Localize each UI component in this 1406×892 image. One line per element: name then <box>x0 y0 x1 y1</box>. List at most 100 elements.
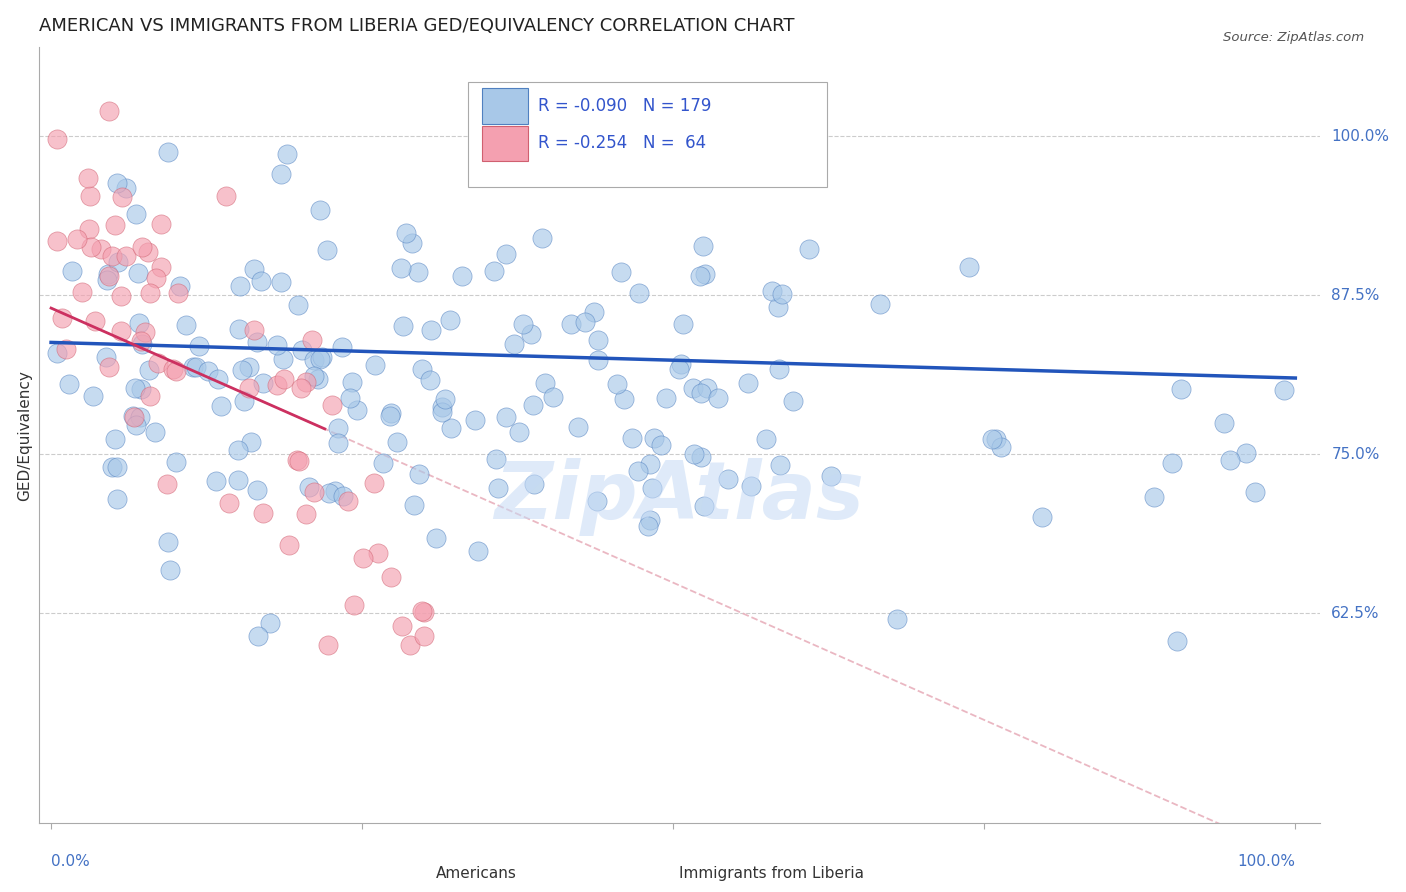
Point <box>512 317 534 331</box>
Text: Immigrants from Liberia: Immigrants from Liberia <box>679 866 865 881</box>
Point <box>115 180 138 194</box>
Point <box>984 432 1007 446</box>
Point <box>869 297 891 311</box>
Point <box>363 476 385 491</box>
Point <box>1170 382 1192 396</box>
Point <box>278 538 301 552</box>
Point <box>259 616 281 631</box>
Point <box>98 103 121 118</box>
Point <box>79 188 101 202</box>
Point <box>682 447 704 461</box>
Point <box>413 629 436 643</box>
Point <box>70 285 93 299</box>
Point <box>111 190 134 204</box>
Point <box>766 300 789 314</box>
Point <box>80 240 103 254</box>
Point <box>218 496 240 510</box>
Point <box>328 435 350 450</box>
Point <box>250 274 273 288</box>
Point <box>467 544 489 558</box>
Point <box>156 145 179 159</box>
Point <box>46 132 69 146</box>
Point <box>586 493 609 508</box>
Point <box>638 457 661 471</box>
Point <box>1272 383 1295 397</box>
Point <box>149 260 172 274</box>
Point <box>434 392 457 406</box>
Point <box>346 402 368 417</box>
Point <box>782 394 804 409</box>
Point <box>110 289 132 303</box>
Point <box>270 275 292 289</box>
Point <box>150 217 173 231</box>
FancyBboxPatch shape <box>482 126 529 161</box>
Point <box>420 323 443 337</box>
Point <box>90 242 112 256</box>
Point <box>326 421 349 435</box>
Point <box>58 377 80 392</box>
Point <box>302 368 325 383</box>
Point <box>238 381 260 395</box>
Point <box>60 264 83 278</box>
Point <box>323 484 346 499</box>
Point <box>66 232 89 246</box>
Point <box>737 376 759 390</box>
Point <box>352 551 374 566</box>
Text: ZipAtlas: ZipAtlas <box>495 458 865 536</box>
Point <box>242 262 264 277</box>
Point <box>131 337 153 351</box>
Point <box>692 239 714 253</box>
Point <box>658 144 681 158</box>
Point <box>209 399 232 413</box>
Point <box>309 202 332 217</box>
Point <box>343 598 366 612</box>
Point <box>159 563 181 577</box>
Point <box>174 318 197 332</box>
Point <box>122 409 145 424</box>
Point <box>408 467 430 481</box>
Point <box>302 353 325 368</box>
Point <box>243 323 266 337</box>
Point <box>650 438 672 452</box>
Text: 62.5%: 62.5% <box>1331 606 1379 621</box>
Point <box>290 381 312 395</box>
Point <box>233 393 256 408</box>
Point <box>613 392 636 407</box>
Point <box>332 489 354 503</box>
Point <box>231 363 253 377</box>
Point <box>413 606 436 620</box>
Point <box>76 170 98 185</box>
Point <box>886 612 908 626</box>
Point <box>486 481 509 495</box>
Point <box>541 390 564 404</box>
Point <box>380 406 402 420</box>
Point <box>567 419 589 434</box>
Y-axis label: GED/Equivalency: GED/Equivalency <box>17 370 32 500</box>
Point <box>957 260 980 275</box>
Point <box>606 377 628 392</box>
Point <box>51 310 73 325</box>
Point <box>311 351 333 365</box>
Point <box>717 472 740 486</box>
Point <box>401 235 423 250</box>
FancyBboxPatch shape <box>482 88 529 124</box>
Point <box>125 206 148 220</box>
Point <box>288 454 311 468</box>
Point <box>129 382 152 396</box>
FancyBboxPatch shape <box>468 82 827 187</box>
Text: AMERICAN VS IMMIGRANTS FROM LIBERIA GED/EQUIVALENCY CORRELATION CHART: AMERICAN VS IMMIGRANTS FROM LIBERIA GED/… <box>38 17 794 35</box>
Point <box>238 359 260 374</box>
Point <box>46 346 69 360</box>
Point <box>690 450 713 464</box>
Point <box>97 360 120 375</box>
Point <box>508 425 530 439</box>
Point <box>693 500 716 514</box>
Point <box>440 420 463 434</box>
Text: 0.0%: 0.0% <box>51 854 90 869</box>
Point <box>271 351 294 366</box>
Point <box>169 279 191 293</box>
FancyBboxPatch shape <box>626 858 672 892</box>
Point <box>184 360 207 375</box>
Point <box>755 433 778 447</box>
Point <box>205 474 228 488</box>
